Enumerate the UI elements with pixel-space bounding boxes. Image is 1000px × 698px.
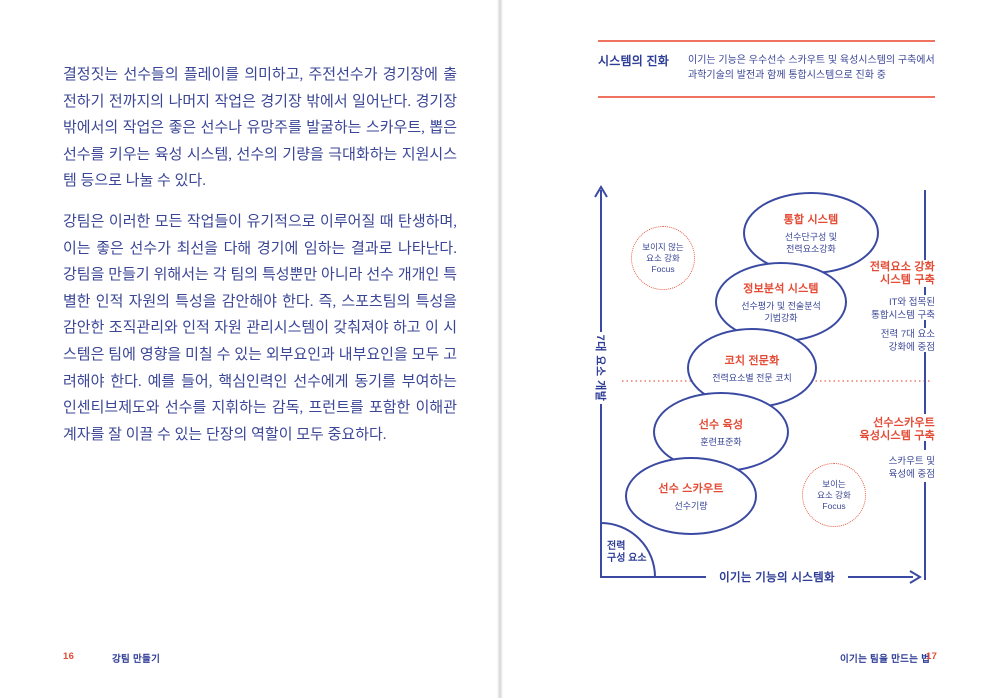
annotation-title-line: 전력요소 강화: [869, 261, 935, 273]
stage-body-line: 선수기량: [674, 500, 708, 511]
left-page-body: 결정짓는 선수들의 플레이를 의미하고, 주전선수가 경기장에 출전하기 전까지…: [63, 62, 457, 462]
stage-body-line: 선수단구성 및: [784, 232, 838, 242]
origin-label-line: 구성 요소: [607, 553, 647, 564]
header-bottom-rule: [598, 96, 935, 98]
origin-label: 전력 구성 요소: [607, 541, 647, 565]
stage-body-line: 전력요소별 전문 코치: [712, 372, 792, 383]
section-description-line: 이기는 기능은 우수선수 스카우트 및 육성시스템의 구축에서: [688, 55, 935, 66]
focus-line: Focus: [651, 263, 675, 274]
stage-body-line: 선수평가 및 전술분석: [741, 301, 821, 311]
stage-ellipse-player-scout: 선수 스카우트 선수기량: [625, 457, 757, 535]
stage-title: 정보분석 시스템: [743, 283, 819, 295]
y-axis-arrow-icon: [594, 185, 608, 198]
stage-title: 통합 시스템: [783, 214, 839, 226]
stage-body: 전력요소별 전문 코치: [712, 373, 792, 385]
annotation-title-scout-system: 선수스카우트 육성시스템 구축: [805, 417, 935, 443]
annotation-note-line: 육성에 중점: [888, 468, 935, 480]
stage-body-line: 기법강화: [764, 312, 798, 323]
annotation-note-line: 통합시스템 구축: [871, 309, 935, 321]
stage-body: 선수단구성 및 전력요소강화: [785, 232, 837, 255]
x-axis-arrow-icon: [909, 570, 922, 584]
section-title: 시스템의 진화: [598, 54, 669, 68]
focus-line: 보이지 않는: [642, 241, 684, 252]
right-chapter-title: 이기는 팀을 만드는 법: [840, 654, 931, 665]
annotation-title-line: 시스템 구축: [880, 274, 935, 286]
annotation-note: IT와 접목된 통합시스템 구축: [805, 297, 935, 322]
stage-body-line: 전력요소강화: [786, 243, 836, 254]
focus-line: Focus: [822, 500, 846, 511]
focus-circle-invisible-factors: 보이지 않는 요소 강화 Focus: [631, 226, 695, 290]
header-top-rule: [598, 40, 935, 42]
paragraph: 강팀은 이러한 모든 작업들이 유기적으로 이루어질 때 탄생하며, 이는 좋은…: [63, 213, 457, 443]
right-page-number: 17: [926, 651, 938, 662]
stage-body: 선수평가 및 전술분석 기법강화: [741, 301, 821, 324]
focus-line: 보이는: [822, 478, 846, 489]
annotation-note: 스카우트 및 육성에 중점: [805, 456, 935, 481]
stage-body: 훈련표준화: [700, 437, 741, 449]
stage-body-line: 훈련표준화: [700, 436, 742, 447]
annotation-title-line: 육성시스템 구축: [859, 430, 935, 442]
origin-label-line: 전력: [607, 541, 626, 552]
section-description: 이기는 기능은 우수선수 스카우트 및 육성시스템의 구축에서 과학기술의 발전…: [688, 53, 940, 83]
left-chapter-title: 강팀 만들기: [112, 654, 161, 665]
section-description-line: 과학기술의 발전과 함께 통합시스템으로 진화 중: [688, 70, 886, 81]
annotation-note: 전력 7대 요소 강화에 중점: [805, 329, 935, 354]
stage-title: 코치 전문화: [724, 354, 780, 367]
paragraph: 결정짓는 선수들의 플레이를 의미하고, 주전선수가 경기장에 출전하기 전까지…: [63, 67, 457, 190]
stage-body: 선수기량: [674, 501, 707, 513]
annotation-note-line: IT와 접목된: [888, 297, 935, 308]
stage-title: 선수 육성: [698, 418, 744, 431]
annotation-note-line: 전력 7대 요소: [880, 329, 935, 340]
y-axis-label: 7대 요소 개발: [594, 334, 606, 402]
page-gutter: [497, 0, 503, 698]
annotation-title-strength-system: 전력요소 강화 시스템 구축: [805, 261, 935, 287]
annotation-title-line: 선수스카우트: [873, 417, 935, 429]
focus-line: 요소 강화: [817, 489, 851, 500]
annotation-note-line: 스카우트 및: [888, 456, 935, 467]
left-page-number: 16: [63, 651, 75, 662]
stage-ellipse-integrated-system: 통합 시스템 선수단구성 및 전력요소강화: [743, 192, 879, 274]
stage-title: 선수 스카우트: [658, 482, 724, 495]
annotation-note-line: 강화에 중점: [888, 341, 935, 353]
focus-line: 요소 강화: [646, 252, 680, 263]
x-axis-label: 이기는 기능의 시스템화: [713, 569, 841, 585]
focus-circle-visible-factors: 보이는 요소 강화 Focus: [802, 463, 866, 527]
